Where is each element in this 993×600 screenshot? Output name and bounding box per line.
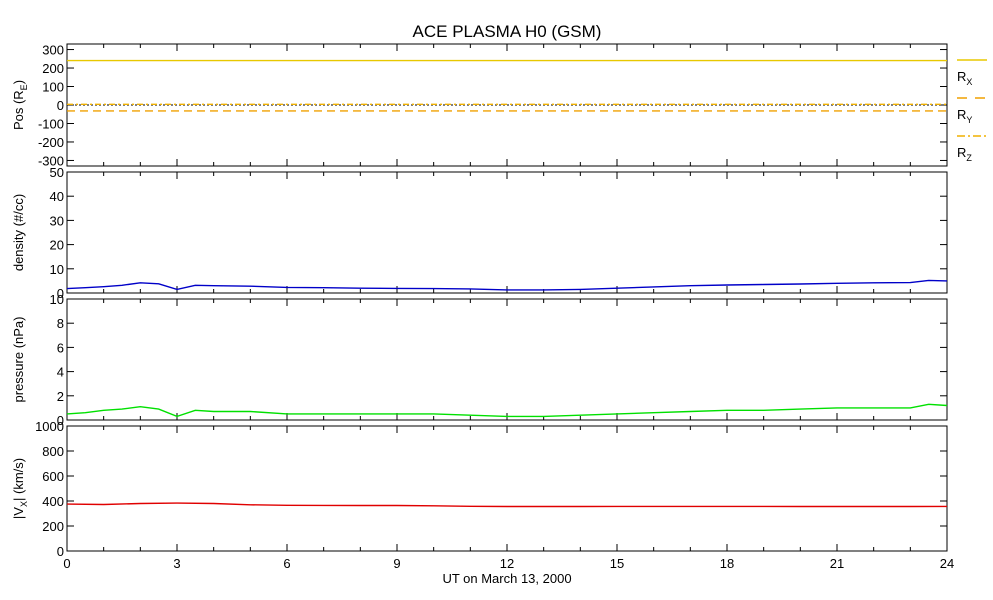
y-tick-label: -200	[38, 135, 64, 150]
panel-2: 0 10 20 30 40 50 density (#/cc)	[11, 165, 948, 301]
y-tick-label: 200	[42, 61, 64, 76]
x-tick-label: 12	[500, 556, 514, 571]
y-tick-label: 300	[42, 43, 64, 58]
x-tick-label: 21	[830, 556, 844, 571]
series-line-pressure	[66, 403, 948, 418]
y-tick-label: 10	[50, 262, 64, 277]
x-tick-label: 15	[610, 556, 624, 571]
panel-3: 0 2 4 6 8 10 pressure (nPa)	[11, 292, 948, 428]
x-tick-label: 24	[940, 556, 954, 571]
y-tick-label: 20	[50, 238, 64, 253]
y-axis-label: |VX| (km/s)	[11, 458, 29, 519]
x-tick-label: 3	[173, 556, 180, 571]
series-line-density	[66, 279, 948, 291]
y-tick-label: 1000	[35, 419, 64, 434]
y-tick-label: 0	[57, 286, 64, 301]
y-tick-label: 100	[42, 80, 64, 95]
y-tick-label: 0	[57, 413, 64, 428]
panel-1: -300 -200 -100 0 100 200 300 Pos (RE) RX RY RZ	[11, 43, 987, 168]
panel-4: 0 200 400 600 800 1000 |VX| (km/s)	[11, 419, 948, 559]
y-tick-label: 800	[42, 444, 64, 459]
y-tick-label: 2	[57, 389, 64, 404]
legend-label-rx: RX	[957, 69, 972, 87]
series-line--vx-	[66, 502, 948, 508]
y-tick-label: 0	[57, 544, 64, 559]
y-tick-label: 600	[42, 469, 64, 484]
y-tick-label: 0	[57, 98, 64, 113]
y-tick-label: -300	[38, 153, 64, 168]
panel-frame	[66, 171, 948, 294]
panel-frame	[66, 425, 948, 552]
y-tick-label: 30	[50, 213, 64, 228]
y-tick-label: 8	[57, 316, 64, 331]
legend-label-rz: RZ	[957, 145, 972, 163]
legend-label-ry: RY	[957, 107, 972, 125]
y-tick-label: 200	[42, 519, 64, 534]
x-tick-label: 18	[720, 556, 734, 571]
x-tick-label: 6	[283, 556, 290, 571]
y-axis-label: density (#/cc)	[11, 194, 26, 271]
y-tick-label: -100	[38, 116, 64, 131]
y-tick-label: 40	[50, 189, 64, 204]
x-axis-label: UT on March 13, 2000	[442, 571, 571, 586]
x-tick-label: 9	[393, 556, 400, 571]
y-axis-label: pressure (nPa)	[11, 317, 26, 403]
y-tick-label: 10	[50, 292, 64, 307]
y-tick-label: 6	[57, 340, 64, 355]
y-axis-label: Pos (RE)	[11, 80, 29, 130]
x-tick-label: 0	[63, 556, 70, 571]
y-tick-label: 4	[57, 365, 64, 380]
y-tick-label: 400	[42, 494, 64, 509]
y-tick-label: 50	[50, 165, 64, 180]
panel-frame	[66, 298, 948, 421]
chart-title: ACE PLASMA H0 (GSM)	[413, 22, 602, 41]
